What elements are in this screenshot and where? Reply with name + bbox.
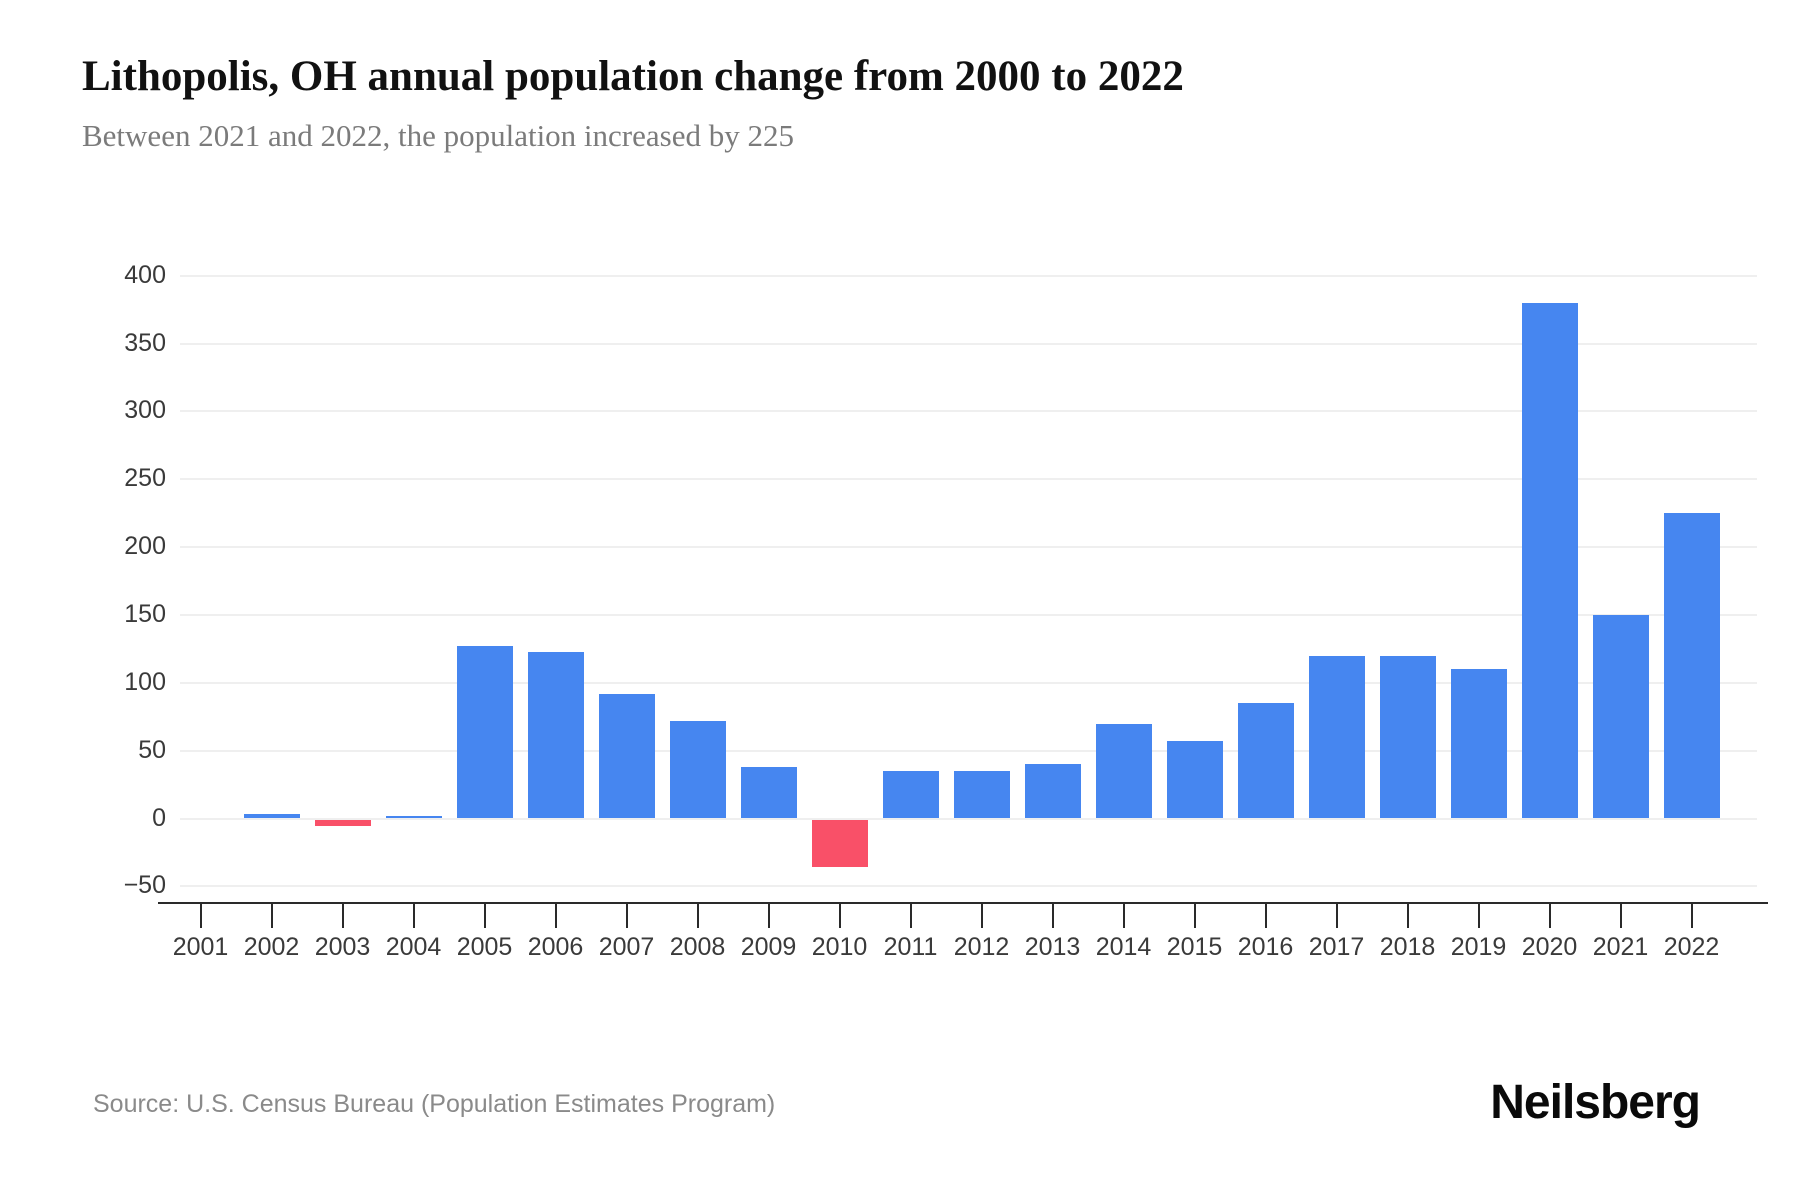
page-subtitle: Between 2021 and 2022, the population in… [82, 118, 794, 153]
x-axis-label-2009: 2009 [740, 933, 797, 961]
bar-2009 [740, 766, 797, 819]
gridline-50 [180, 749, 1757, 752]
bar-2006 [527, 651, 584, 819]
bar-2015 [1166, 741, 1223, 819]
gridline--50 [180, 885, 1757, 888]
y-axis-label-50: 50 [138, 735, 166, 764]
x-tick-2013 [1051, 904, 1054, 928]
bar-2002 [243, 814, 300, 819]
x-tick-2008 [696, 904, 699, 928]
bar-2018 [1379, 655, 1436, 819]
brand-logo: Neilsberg [1490, 1076, 1701, 1129]
bar-2011 [882, 771, 939, 819]
x-axis-label-2013: 2013 [1024, 933, 1081, 961]
x-axis-label-2015: 2015 [1166, 933, 1223, 961]
x-axis-line [158, 902, 1768, 904]
x-tick-2020 [1548, 904, 1551, 928]
x-axis-label-2019: 2019 [1450, 933, 1507, 961]
gridline-100 [180, 681, 1757, 684]
x-tick-2022 [1690, 904, 1693, 928]
bar-2010 [811, 819, 868, 867]
x-tick-2004 [412, 904, 415, 928]
x-axis-label-2003: 2003 [314, 933, 371, 961]
x-tick-2002 [270, 904, 273, 928]
x-axis-label-2005: 2005 [456, 933, 513, 961]
x-tick-2014 [1122, 904, 1125, 928]
gridline-0 [180, 817, 1757, 820]
x-tick-2019 [1477, 904, 1480, 928]
source-text: Source: U.S. Census Bureau (Population E… [93, 1090, 776, 1118]
bar-2014 [1095, 723, 1152, 819]
bar-2004 [385, 815, 442, 819]
x-axis-label-2007: 2007 [598, 933, 655, 961]
bar-2012 [953, 771, 1010, 819]
gridline-300 [180, 410, 1757, 413]
x-axis-label-2016: 2016 [1237, 933, 1294, 961]
bar-2008 [669, 720, 726, 819]
y-axis-label--50: −50 [123, 871, 166, 900]
x-tick-2016 [1264, 904, 1267, 928]
x-axis-label-2017: 2017 [1308, 933, 1365, 961]
x-axis-label-2008: 2008 [669, 933, 726, 961]
x-tick-2011 [909, 904, 912, 928]
x-axis-label-2022: 2022 [1663, 933, 1720, 961]
y-axis-label-200: 200 [124, 532, 166, 561]
x-axis-label-2004: 2004 [385, 933, 442, 961]
bar-2017 [1308, 655, 1365, 819]
x-axis-label-2011: 2011 [883, 933, 938, 961]
y-axis-label-250: 250 [124, 464, 166, 493]
page-title: Lithopolis, OH annual population change … [82, 53, 1184, 100]
bar-2016 [1237, 703, 1294, 819]
x-axis-label-2020: 2020 [1521, 933, 1578, 961]
x-tick-2009 [767, 904, 770, 928]
x-axis-label-2012: 2012 [953, 933, 1010, 961]
x-tick-2010 [838, 904, 841, 928]
x-tick-2021 [1619, 904, 1622, 928]
gridline-150 [180, 613, 1757, 616]
gridline-200 [180, 546, 1757, 549]
x-axis-label-2001: 2001 [172, 933, 229, 961]
x-tick-2018 [1406, 904, 1409, 928]
y-axis-label-100: 100 [124, 667, 166, 696]
x-axis-label-2002: 2002 [243, 933, 300, 961]
x-tick-2006 [554, 904, 557, 928]
gridline-250 [180, 478, 1757, 481]
bar-2019 [1450, 669, 1507, 819]
x-tick-2003 [341, 904, 344, 928]
x-axis-label-2018: 2018 [1379, 933, 1436, 961]
y-axis-label-300: 300 [124, 396, 166, 425]
y-axis-label-150: 150 [124, 599, 166, 628]
bar-2021 [1592, 614, 1649, 819]
x-axis-label-2014: 2014 [1095, 933, 1152, 961]
x-tick-2017 [1335, 904, 1338, 928]
x-axis-label-2006: 2006 [527, 933, 584, 961]
x-tick-2012 [980, 904, 983, 928]
gridline-400 [180, 274, 1757, 277]
y-axis-label-350: 350 [124, 328, 166, 357]
bar-2020 [1521, 302, 1578, 819]
bar-2022 [1663, 513, 1720, 819]
bar-chart: 400 350 300 250 200 150 100 50 0 −50 2001 2002 2003 2… [123, 260, 1768, 961]
x-axis-label-2021: 2021 [1592, 933, 1649, 961]
y-axis-label-0: 0 [152, 803, 166, 832]
x-axis-label-2010: 2010 [811, 933, 868, 961]
x-tick-2015 [1193, 904, 1196, 928]
bar-2013 [1024, 764, 1081, 819]
x-tick-2001 [199, 904, 202, 928]
bar-2003 [314, 819, 371, 827]
y-axis-label-400: 400 [124, 260, 166, 289]
bar-2007 [598, 693, 655, 819]
x-tick-2005 [483, 904, 486, 928]
bar-2005 [456, 646, 513, 819]
x-tick-2007 [625, 904, 628, 928]
gridline-350 [180, 342, 1757, 345]
